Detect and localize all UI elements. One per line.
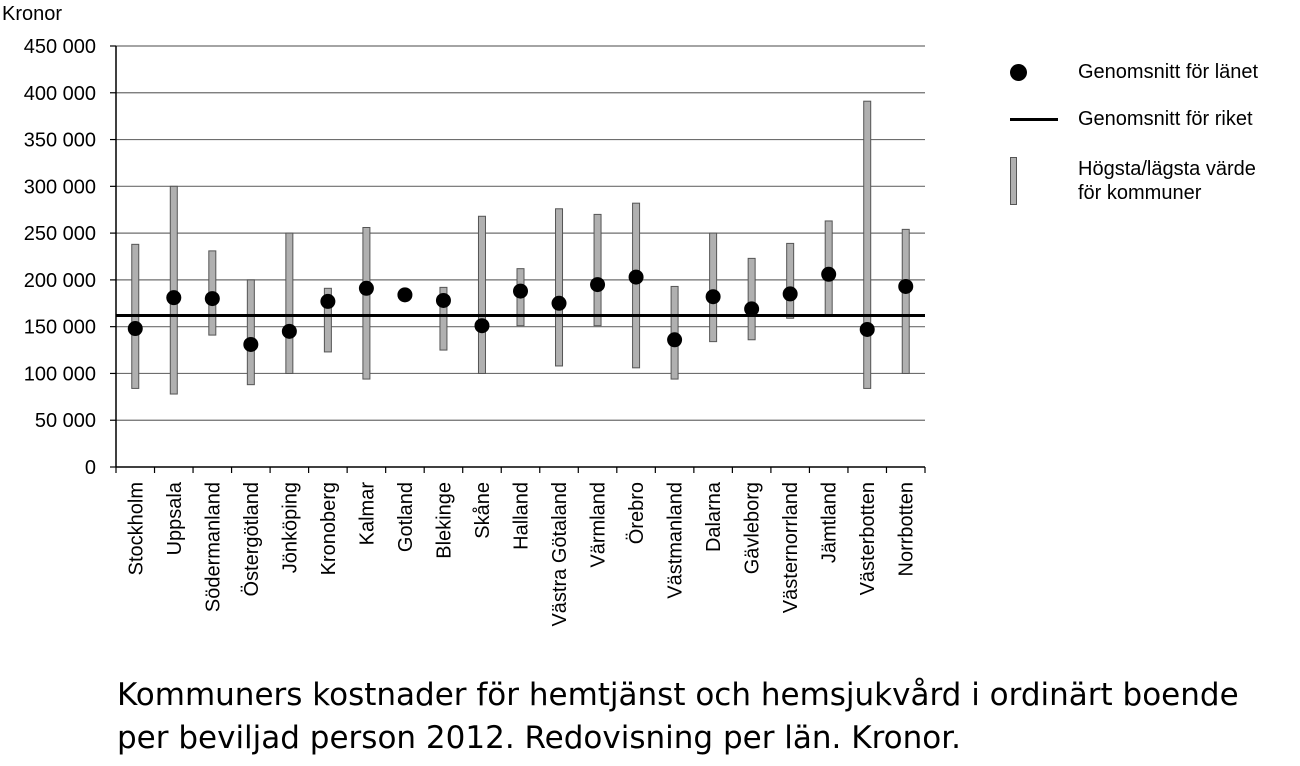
- x-tick-label: Kalmar: [356, 482, 378, 546]
- range-bar: [246, 279, 255, 386]
- x-tick-label: Norrbotten: [896, 482, 918, 577]
- x-tick-label: Värmland: [588, 482, 610, 568]
- x-tick-label: Örebro: [626, 482, 648, 544]
- range-bar: [632, 202, 641, 369]
- range-bar: [477, 215, 486, 374]
- x-tick-label: Skåne: [472, 482, 494, 539]
- county-average-dot: [667, 332, 683, 348]
- y-tick-label: 150 000: [24, 317, 96, 339]
- range-bar: [285, 232, 294, 374]
- x-tick-label: Blekinge: [433, 482, 455, 559]
- x-tick-label: Västerbotten: [857, 482, 879, 595]
- county-average-dot: [243, 336, 259, 352]
- range-dot-chart: 0 50 000 100 000 150 000 200 000 250 000 300 0…: [2, 3, 926, 627]
- county-average-dot: [628, 269, 644, 285]
- x-tick-label: Stockholm: [125, 482, 147, 575]
- y-tick-label: 300 000: [24, 176, 96, 198]
- x-tick-label: Dalarna: [703, 481, 725, 552]
- x-tick-label: Kronoberg: [318, 482, 340, 575]
- legend-bar-marker: [1010, 157, 1017, 205]
- county-average-dot: [281, 323, 297, 339]
- gridlines: [116, 45, 925, 421]
- x-tick-label: Östergötland: [241, 482, 263, 597]
- county-average-dot: [782, 286, 798, 302]
- y-tick-labels: 0 50 000 100 000 150 000 200 000 250 000 300 0…: [24, 36, 96, 479]
- x-tick-label: Västernorrland: [780, 482, 802, 613]
- x-tick-label: Gävleborg: [742, 482, 764, 574]
- county-average-dot: [320, 293, 336, 309]
- county-average-dot: [590, 277, 606, 293]
- y-tick-label: 400 000: [24, 83, 96, 105]
- county-average-dot: [204, 291, 220, 307]
- range-bar: [786, 242, 795, 319]
- y-tick-label: 350 000: [24, 130, 96, 152]
- y-tick-label: 250 000: [24, 223, 96, 245]
- x-tick-labels: Stockholm Uppsala Södermanland Östergötland…: [125, 481, 917, 626]
- legend-label-range: Högsta/lägsta värde för kommuner: [1078, 158, 1256, 204]
- range-bar: [323, 287, 332, 353]
- range-bar: [709, 232, 718, 343]
- y-axis-label: Kronor: [2, 3, 62, 25]
- county-average-dot: [898, 278, 914, 294]
- legend-dot-marker: [1010, 64, 1027, 81]
- range-bar: [747, 257, 756, 341]
- axes: [110, 45, 926, 473]
- figure-caption: Kommuners kostnader för hemtjänst och he…: [117, 677, 1239, 756]
- y-tick-label: 200 000: [24, 270, 96, 292]
- y-tick-label: 50 000: [35, 410, 96, 432]
- county-average-dot: [474, 318, 490, 334]
- y-tick-label: 100 000: [24, 363, 96, 385]
- legend-line-marker: [1010, 118, 1058, 121]
- county-average-dot: [551, 295, 567, 311]
- x-tick-label: Jönköping: [279, 482, 301, 573]
- legend-label-national-average: Genomsnitt för riket: [1078, 108, 1253, 130]
- county-average-dot: [166, 290, 182, 306]
- legend-label-county-average: Genomsnitt för länet: [1078, 61, 1259, 83]
- x-tick-label: Jämtland: [819, 482, 841, 563]
- county-average-dot: [513, 283, 528, 299]
- county-average-dot: [744, 301, 760, 317]
- range-bar: [362, 226, 371, 380]
- range-bar: [901, 228, 910, 374]
- x-tick-label: Halland: [511, 482, 533, 550]
- x-tick-label: Gotland: [395, 482, 417, 552]
- county-average-dot: [705, 289, 721, 305]
- county-average-dot: [397, 287, 413, 303]
- range-bar: [593, 213, 602, 327]
- y-tick-label: 0: [85, 457, 96, 479]
- x-tick-label: Södermanland: [202, 482, 224, 612]
- county-average-dot: [859, 321, 875, 337]
- x-tick-label: Västmanland: [665, 482, 687, 599]
- y-tick-label: 450 000: [24, 36, 96, 58]
- range-bar: [439, 286, 448, 351]
- range-bar: [863, 100, 872, 389]
- county-average-dot: [358, 280, 374, 296]
- x-tick-label: Västra Götaland: [549, 482, 571, 627]
- range-bar: [555, 208, 564, 367]
- x-tick-label: Uppsala: [164, 481, 186, 555]
- county-average-dots: [127, 266, 914, 352]
- county-average-dot: [435, 292, 451, 308]
- county-average-dot: [821, 266, 837, 282]
- county-average-dot: [127, 321, 143, 337]
